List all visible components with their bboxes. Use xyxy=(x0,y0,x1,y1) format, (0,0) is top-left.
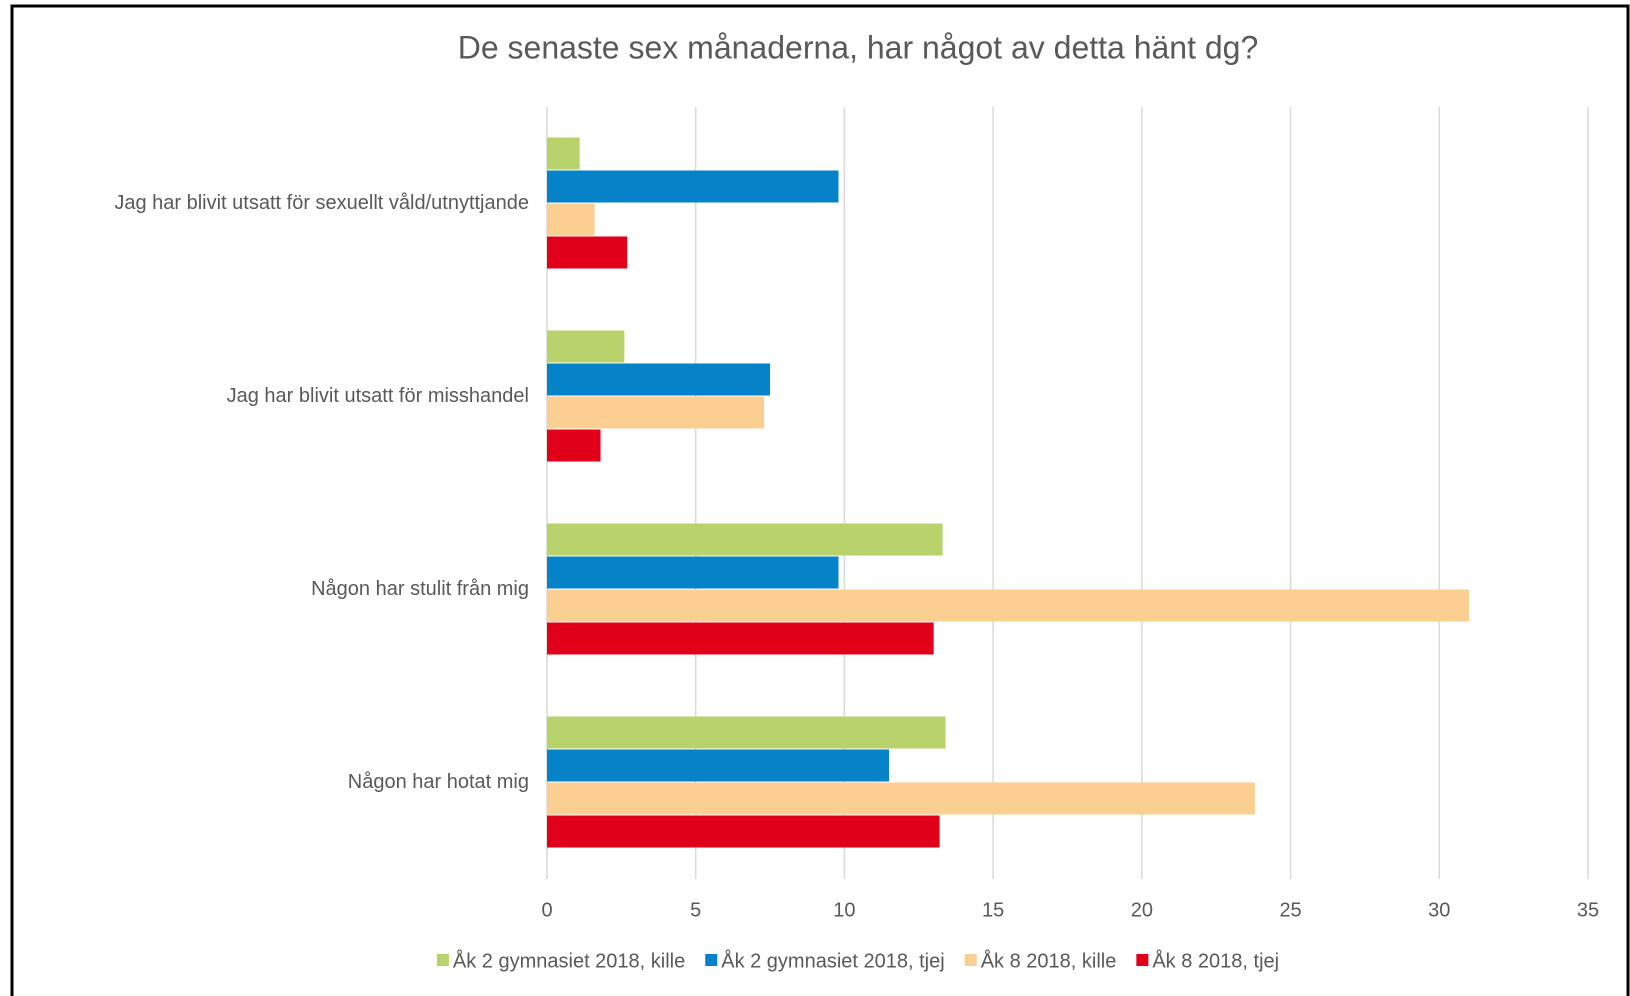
legend-label: Åk 2 gymnasiet 2018, tjej xyxy=(721,949,944,972)
y-tick-label: Någon har hotat mig xyxy=(348,771,529,793)
x-tick-label: 5 xyxy=(690,899,701,921)
x-tick-label: 35 xyxy=(1577,899,1599,921)
bar xyxy=(547,523,943,556)
x-tick-label: 15 xyxy=(982,899,1004,921)
bar xyxy=(547,363,771,396)
bar xyxy=(547,429,601,462)
legend-label: Åk 2 gymnasiet 2018, kille xyxy=(453,949,685,972)
legend-swatch xyxy=(964,954,977,966)
bar xyxy=(547,396,765,429)
legend-label: Åk 8 2018, kille xyxy=(981,949,1117,972)
bar xyxy=(547,330,625,363)
x-tick-label: 20 xyxy=(1131,899,1153,921)
legend-swatch xyxy=(1136,954,1149,966)
y-tick-label: Någon har stulit från mig xyxy=(311,578,529,600)
bar xyxy=(547,782,1255,815)
bar xyxy=(547,170,839,203)
bar xyxy=(547,716,946,749)
y-tick-label: Jag har blivit utsatt för misshandel xyxy=(227,385,529,407)
x-tick-label: 0 xyxy=(541,899,552,921)
x-tick-label: 10 xyxy=(833,899,855,921)
bar xyxy=(547,815,940,848)
y-tick-label: Jag har blivit utsatt för sexuellt våld/… xyxy=(114,192,529,214)
x-tick-label: 30 xyxy=(1428,899,1450,921)
legend-swatch xyxy=(705,954,718,966)
legend-swatch xyxy=(436,954,449,966)
bar xyxy=(547,622,934,655)
legend-label: Åk 8 2018, tjej xyxy=(1152,949,1279,972)
bar xyxy=(547,236,628,269)
bar xyxy=(547,137,580,170)
bar xyxy=(547,556,839,589)
chart-title: De senaste sex månaderna, har något av d… xyxy=(458,29,1259,65)
bar xyxy=(547,203,595,236)
bar xyxy=(547,749,890,782)
bar xyxy=(547,589,1470,622)
x-tick-label: 25 xyxy=(1279,899,1301,921)
